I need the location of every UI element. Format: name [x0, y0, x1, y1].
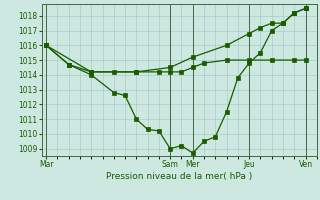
X-axis label: Pression niveau de la mer( hPa ): Pression niveau de la mer( hPa ): [106, 172, 252, 181]
